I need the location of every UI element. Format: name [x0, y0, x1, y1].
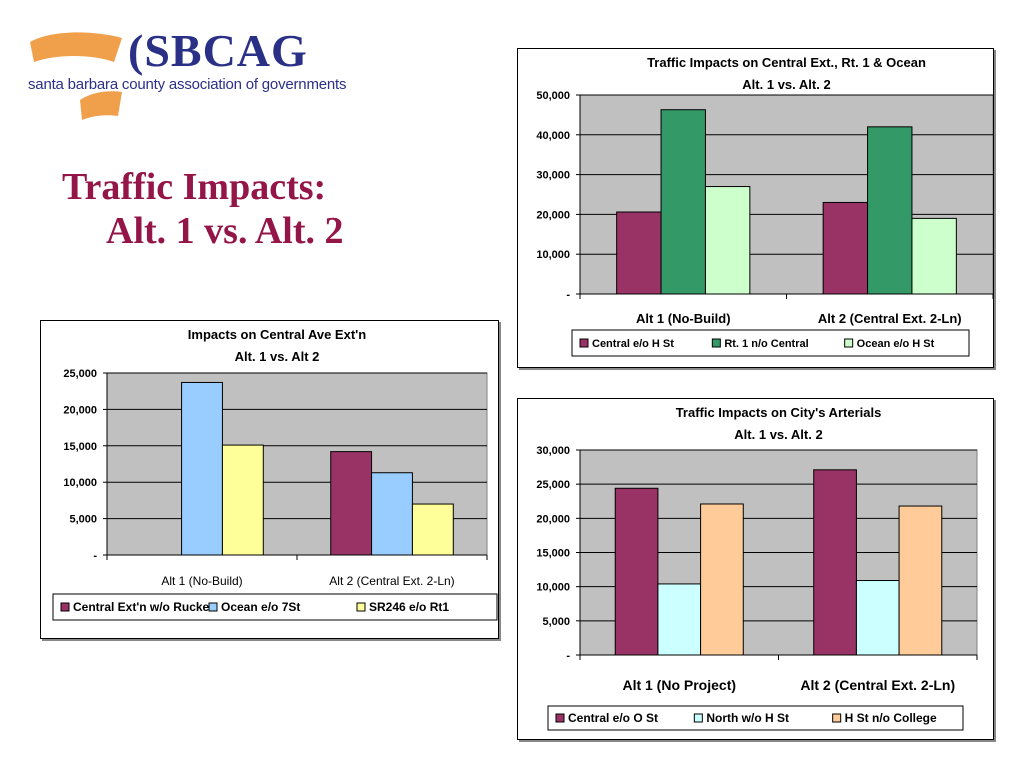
bar-ocean-e-o-7st-1 — [181, 381, 223, 556]
y-tick-label: 10,000 — [536, 582, 570, 594]
y-tick-label: 25,000 — [63, 368, 97, 380]
y-tick-label: - — [566, 650, 570, 662]
x-category-label: Alt 2 (Central Ext. 2-Ln) — [800, 677, 955, 693]
slide-title-line1: Traffic Impacts: — [62, 166, 327, 208]
chart-central-ave-extn: Impacts on Central Ave Ext'n Alt. 1 vs. A… — [40, 320, 499, 639]
legend-swatch-central-e-o-o-st — [555, 713, 565, 723]
chart-title-line-1: Traffic Impacts on Central Ext., Rt. 1 &… — [647, 55, 926, 70]
legend-swatch-central-ext-n-w-o-rucker — [60, 602, 70, 612]
x-category-label: Alt 2 (Central Ext. 2-Ln) — [329, 574, 454, 588]
chart-legend: Central e/o O St North w/o H St H St n/o C… — [547, 705, 964, 731]
bar-central-ext-n-w-o-rucker-2 — [330, 451, 373, 556]
chart-city-arterials: Traffic Impacts on City's Arterials Alt. … — [517, 398, 994, 740]
y-tick-label: 30,000 — [536, 445, 570, 457]
y-tick-label: - — [566, 289, 570, 301]
bar-h-st-n-o-college-2 — [898, 505, 943, 656]
legend-frame — [52, 593, 498, 621]
y-tick-label: 5,000 — [69, 514, 97, 526]
legend-frame — [547, 705, 964, 731]
y-tick-label: - — [93, 550, 97, 562]
legend-label-h-st-n-o-college: H St n/o College — [845, 711, 937, 725]
y-tick-label: 20,000 — [63, 404, 97, 416]
chart-svg: Traffic Impacts on Central Ext., Rt. 1 &… — [536, 55, 993, 357]
bar-north-w-o-h-st-1 — [657, 583, 702, 656]
y-tick-label: 10,000 — [63, 477, 97, 489]
y-tick-label: 15,000 — [536, 548, 570, 560]
x-category-label: Alt 1 (No-Build) — [161, 574, 242, 588]
chart-title-line-1: Impacts on Central Ave Ext'n — [188, 327, 366, 342]
legend-swatch-sr246-e-o-rt1 — [356, 602, 366, 612]
legend-label-central-e-o-o-st: Central e/o O St — [568, 711, 658, 725]
sbcag-logo: (SBCAG santa barbara county association … — [22, 20, 346, 124]
y-tick-label: 40,000 — [536, 130, 570, 142]
logo-subtitle: santa barbara county association of gove… — [28, 76, 347, 93]
legend-swatch-h-st-n-o-college — [832, 713, 842, 723]
chart-svg: Impacts on Central Ave Ext'n Alt. 1 vs. A… — [52, 327, 498, 621]
y-tick-label: 20,000 — [536, 513, 570, 525]
bar-ocean-e-o-h-st-2 — [911, 217, 957, 295]
y-tick-label: 5,000 — [542, 616, 570, 628]
bar-north-w-o-h-st-2 — [855, 580, 900, 656]
chart-title-line-2: Alt. 1 vs. Alt. 2 — [742, 77, 830, 92]
y-tick-label: 20,000 — [536, 209, 570, 221]
bar-rt-1-n-o-central-1 — [660, 109, 706, 295]
bar-rt-1-n-o-central-2 — [867, 126, 913, 295]
x-category-label: Alt 1 (No Project) — [622, 677, 736, 693]
x-category-label: Alt 1 (No-Build) — [636, 311, 731, 326]
legend-frame — [571, 329, 970, 357]
bar-sr246-e-o-rt1-1 — [221, 444, 264, 556]
chart-title-line-1: Traffic Impacts on City's Arterials — [676, 405, 882, 420]
logo-swoosh-graphic — [30, 32, 122, 120]
bar-central-e-o-h-st-2 — [822, 201, 869, 295]
chart-central-rt1-ocean: Traffic Impacts on Central Ext., Rt. 1 &… — [517, 48, 994, 368]
y-tick-label: 30,000 — [536, 170, 570, 182]
legend-label-sr246-e-o-rt1: SR246 e/o Rt1 — [369, 600, 449, 614]
legend-swatch-ocean-e-o-h-st — [844, 338, 854, 348]
y-tick-label: 15,000 — [63, 441, 97, 453]
logo-wordmark: (SBCAG — [128, 25, 308, 76]
y-tick-label: 10,000 — [536, 249, 570, 261]
x-category-label: Alt 2 (Central Ext. 2-Ln) — [818, 311, 962, 326]
chart-legend: Central Ext'n w/o Rucker Ocean e/o 7St SR2… — [52, 593, 498, 621]
y-tick-label: 50,000 — [536, 90, 570, 102]
chart-title-line-2: Alt. 1 vs. Alt. 2 — [734, 427, 822, 442]
bar-central-e-o-h-st-1 — [616, 211, 662, 295]
chart-svg: Traffic Impacts on City's Arterials Alt. … — [536, 405, 978, 731]
bar-sr246-e-o-rt1-2 — [411, 503, 454, 556]
legend-swatch-rt-1-n-o-central — [711, 338, 721, 348]
legend-label-ocean-e-o-h-st: Ocean e/o H St — [857, 338, 935, 350]
legend-label-north-w-o-h-st: North w/o H St — [706, 711, 789, 725]
bar-h-st-n-o-college-1 — [700, 503, 744, 656]
slide-title: Traffic Impacts: Alt. 1 vs. Alt. 2 — [62, 165, 344, 253]
chart-title-line-2: Alt. 1 vs. Alt 2 — [235, 349, 320, 364]
legend-label-ocean-e-o-7st: Ocean e/o 7St — [221, 600, 300, 614]
legend-swatch-central-e-o-h-st — [579, 338, 589, 348]
bar-central-e-o-o-st-2 — [813, 469, 857, 656]
y-tick-label: 25,000 — [536, 479, 570, 491]
legend-swatch-north-w-o-h-st — [693, 713, 703, 723]
legend-swatch-ocean-e-o-7st — [208, 602, 218, 612]
legend-label-rt-1-n-o-central: Rt. 1 n/o Central — [724, 338, 808, 350]
bar-central-e-o-o-st-1 — [614, 487, 659, 656]
legend-label-central-e-o-h-st: Central e/o H St — [592, 338, 674, 350]
slide-title-line2: Alt. 1 vs. Alt. 2 — [106, 210, 344, 252]
bar-ocean-e-o-h-st-1 — [704, 186, 751, 295]
legend-label-central-ext-n-w-o-rucker: Central Ext'n w/o Rucker — [73, 600, 214, 614]
chart-legend: Central e/o H St Rt. 1 n/o Central Ocean e… — [571, 329, 970, 357]
bar-ocean-e-o-7st-2 — [371, 472, 413, 556]
